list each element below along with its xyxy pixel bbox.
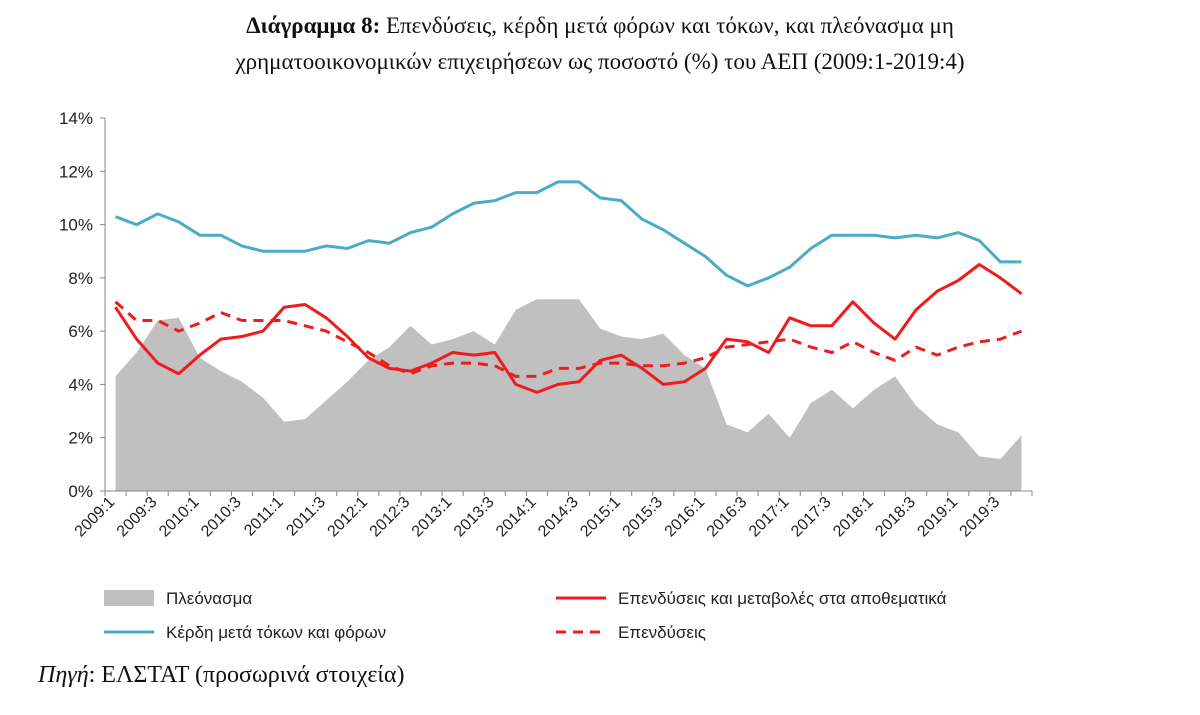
x-tick-label: 2015:1 (577, 494, 624, 541)
legend-label-3: Επενδύσεις (618, 623, 706, 642)
legend-label-0: Πλεόνασμα (166, 589, 252, 608)
title-line-1: Διάγραμμα 8: Επενδύσεις, κέρδη μετά φόρω… (0, 8, 1200, 44)
x-tick-label: 2015:3 (620, 494, 667, 541)
figure-number: Διάγραμμα 8: (246, 13, 381, 38)
x-tick-label: 2011:1 (241, 494, 287, 540)
y-tick-label: 2% (68, 429, 93, 448)
x-tick-label: 2014:3 (535, 494, 582, 541)
y-tick-label: 10% (59, 216, 93, 235)
title-line-2: χρηματοοικονομικών επιχειρήσεων ως ποσοσ… (235, 49, 965, 74)
x-tick-label: 2010:1 (156, 494, 203, 541)
x-tick-label: 2012:3 (367, 494, 414, 541)
source-note: Πηγή: ΕΛΣΤΑΤ (προσωρινά στοιχεία) (38, 662, 404, 689)
x-tick-label: 2014:1 (493, 494, 540, 541)
series-line-3 (114, 300, 1023, 378)
series-line-1 (114, 180, 1022, 288)
x-tick-label: 2010:3 (198, 494, 245, 541)
legend-label-1: Κέρδη μετά τόκων και φόρων (166, 623, 386, 642)
y-tick-label: 6% (68, 322, 93, 341)
x-tick-label: 2019:3 (957, 494, 1004, 541)
y-tick-label: 14% (59, 109, 93, 128)
x-tick-label: 2013:3 (451, 494, 498, 541)
source-label: Πηγή (38, 662, 89, 688)
series-line-2 (114, 263, 1023, 394)
y-tick-label: 4% (68, 375, 93, 394)
x-tick-label: 2016:3 (704, 494, 751, 541)
x-tick-label: 2011:3 (283, 494, 329, 540)
x-tick-label: 2018:1 (830, 494, 877, 541)
y-tick-label: 0% (68, 482, 93, 501)
source-text: : ΕΛΣΤΑΤ (προσωρινά στοιχεία) (88, 662, 405, 688)
x-tick-label: 2018:3 (872, 494, 919, 541)
y-tick-label: 8% (68, 269, 93, 288)
legend-swatch-0 (104, 590, 154, 606)
x-tick-label: 2016:1 (662, 494, 709, 541)
x-tick-label: 2009:3 (114, 494, 161, 541)
title-text-1: Επενδύσεις, κέρδη μετά φόρων και τόκων, … (385, 13, 954, 38)
series-area-0 (115, 299, 1022, 491)
x-tick-label: 2017:1 (746, 494, 793, 541)
x-tick-label: 2012:1 (325, 494, 372, 541)
x-tick-label: 2017:3 (788, 494, 835, 541)
x-tick-label: 2019:1 (914, 494, 961, 541)
y-tick-label: 12% (59, 162, 93, 181)
chart-title: Διάγραμμα 8: Επενδύσεις, κέρδη μετά φόρω… (0, 8, 1200, 80)
x-tick-label: 2013:1 (409, 494, 456, 541)
legend-label-2: Επενδύσεις και μεταβολές στα αποθεματικά (618, 589, 947, 608)
